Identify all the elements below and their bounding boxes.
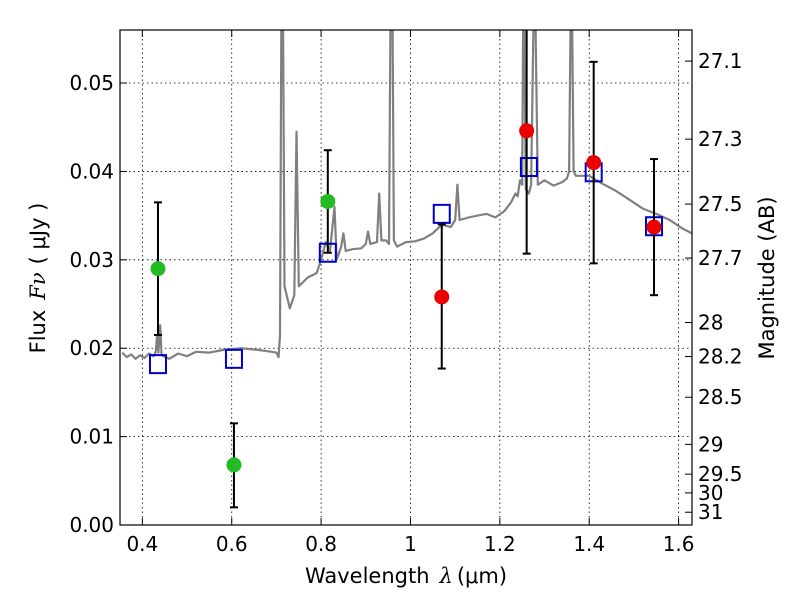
observed-point <box>320 193 336 209</box>
y2-tick-label: 27.7 <box>698 246 743 270</box>
y-axis-title: FluxFν( μJy ) <box>26 203 50 354</box>
x-tick-label: 0.4 <box>126 532 158 556</box>
y-tick-label: 0.00 <box>69 513 114 537</box>
y-tick-label: 0.02 <box>69 336 114 360</box>
model-photometry-square <box>432 203 451 224</box>
y-tick-label: 0.03 <box>69 248 114 272</box>
plot-area <box>121 30 692 375</box>
observed-point <box>226 457 242 473</box>
x-tick-label: 1.2 <box>484 532 516 556</box>
y2-tick-label: 28.2 <box>698 345 743 369</box>
y2-tick-label: 27.5 <box>698 192 743 216</box>
y2-tick-label: 29 <box>698 432 723 456</box>
y2-tick-label: 29.5 <box>698 462 743 486</box>
x-tick-label: 1.4 <box>573 532 605 556</box>
error-bars <box>150 30 662 509</box>
x-tick-label: 0.6 <box>216 532 248 556</box>
observed-point <box>434 289 450 305</box>
axis-ticks: 0.4 0.6 0.8 1 1.2 1.4 1.6 0.00 0.01 0.02 0.03 0.04 0… <box>69 30 743 556</box>
y-tick-label: 0.04 <box>69 159 114 183</box>
observed-point <box>519 123 535 139</box>
observed-point <box>586 155 602 171</box>
y2-axis-title: Magnitude (AB) <box>755 196 779 359</box>
observed-point <box>150 261 166 277</box>
x-tick-label: 1 <box>404 532 417 556</box>
y2-tick-label: 31 <box>698 500 723 524</box>
x-axis-title: Wavelength λ (μm) <box>305 564 507 588</box>
x-tick-label: 1.6 <box>663 532 695 556</box>
observed-point <box>646 219 662 235</box>
y2-tick-label: 30 <box>698 481 723 505</box>
plot-frame <box>119 29 693 526</box>
y-tick-label: 0.05 <box>69 71 114 95</box>
model-photometry-square <box>148 354 167 375</box>
spectrum-line <box>121 30 692 360</box>
model-photometry-square <box>224 348 243 369</box>
x-tick-label: 0.8 <box>305 532 337 556</box>
y2-tick-label: 28.5 <box>698 385 743 409</box>
y-tick-label: 0.01 <box>69 425 114 449</box>
model-photometry-square <box>519 157 538 178</box>
y2-tick-label: 27.3 <box>698 127 743 151</box>
grid <box>120 30 692 525</box>
y2-tick-label: 28 <box>698 311 723 335</box>
y2-tick-label: 27.1 <box>698 49 743 73</box>
